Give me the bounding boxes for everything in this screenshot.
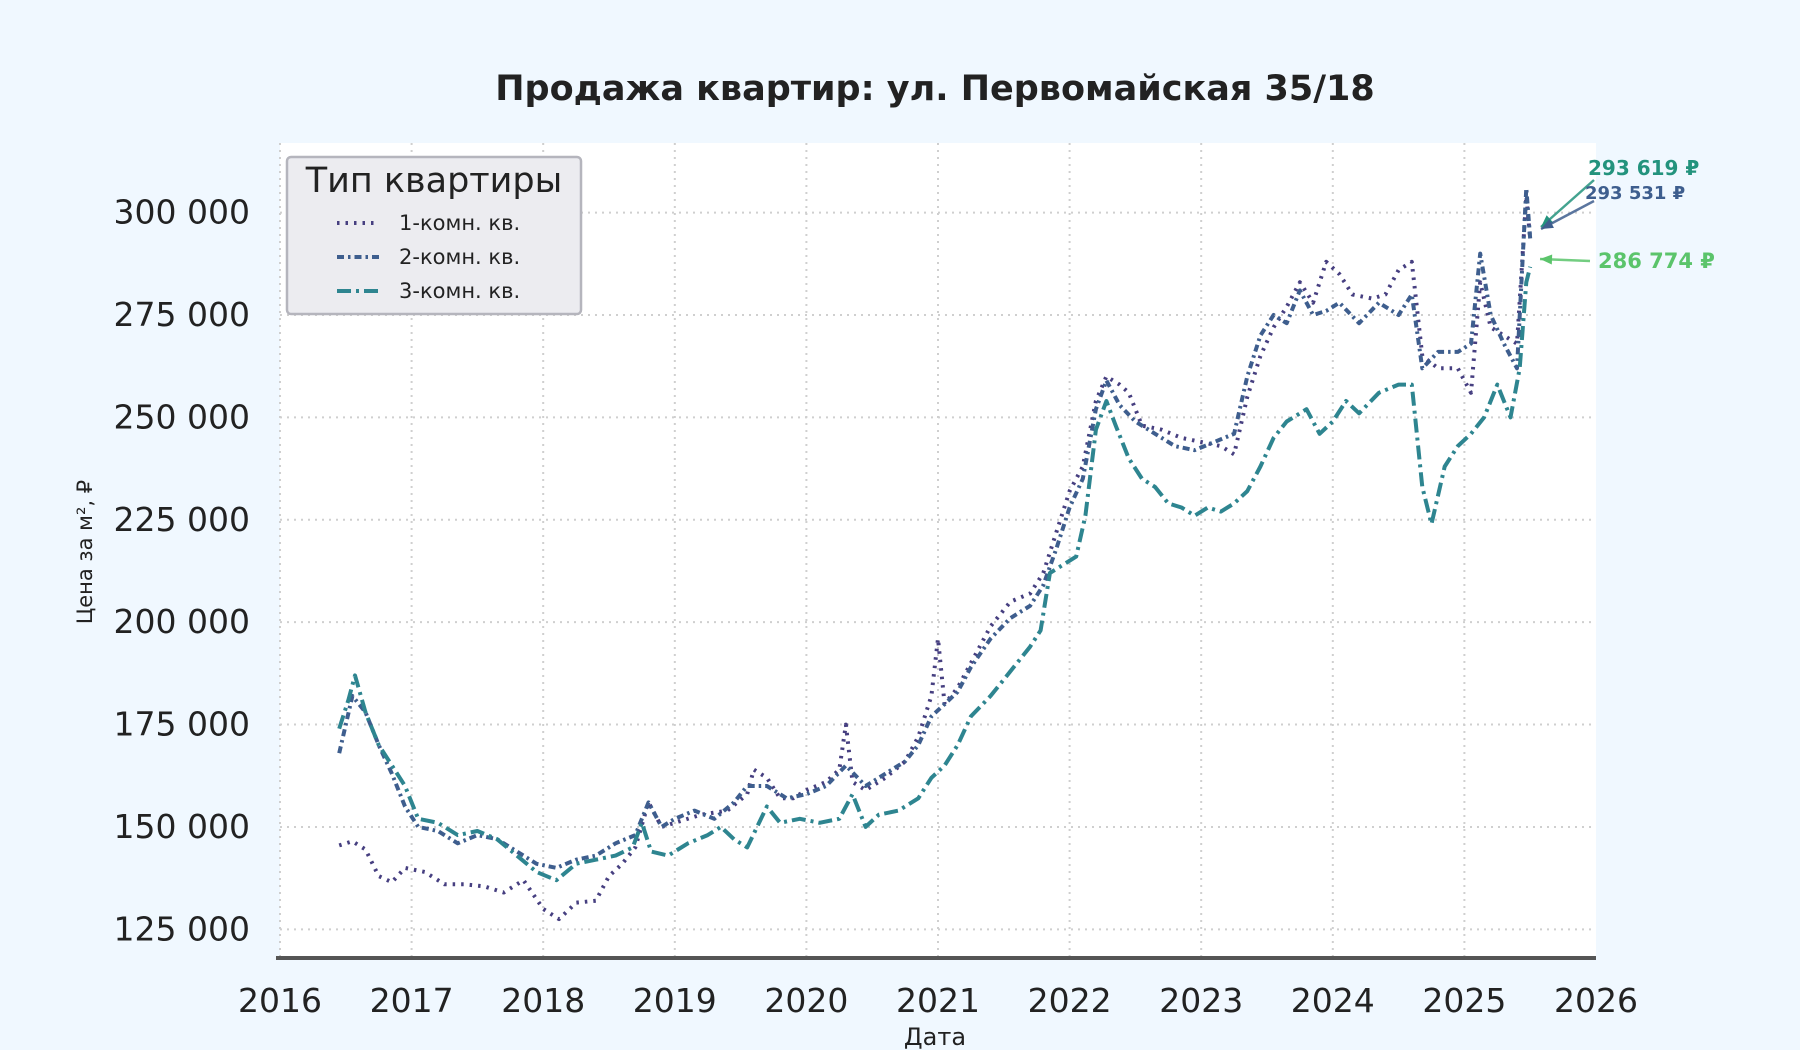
y-tick-label: 250 000 (114, 397, 250, 436)
series-line (337, 186, 1533, 870)
x-tick-label: 2021 (896, 981, 980, 1020)
x-tick-label: 2019 (633, 981, 717, 1020)
chart-title: Продажа квартир: ул. Первомайская 35/18 (495, 69, 1374, 109)
x-tick-label: 2024 (1291, 981, 1375, 1020)
x-tick-label: 2018 (501, 981, 585, 1020)
y-tick-label: 275 000 (114, 295, 250, 334)
x-tick-label: 2017 (370, 981, 454, 1020)
legend-entry: 3-комн. кв. (399, 279, 520, 303)
x-tick-label: 2020 (764, 981, 848, 1020)
x-tick-label: 2026 (1554, 981, 1638, 1020)
y-tick-label: 150 000 (114, 807, 250, 846)
annotation-arrowhead (1540, 254, 1553, 265)
y-tick-label: 125 000 (114, 909, 250, 948)
annotation-arrowhead (1541, 218, 1554, 229)
y-tick-label: 175 000 (114, 705, 250, 744)
legend-box (285, 155, 583, 316)
series-line (337, 266, 1533, 883)
annotation-label: 293 531 ₽ (1585, 183, 1685, 204)
annotation-arrowhead (1541, 215, 1554, 227)
series-line (338, 194, 1533, 922)
y-tick-label: 225 000 (114, 500, 250, 539)
x-tick-label: 2022 (1028, 981, 1112, 1020)
y-axis-label: Цена за м², ₽ (73, 480, 97, 624)
x-tick-label: 2023 (1159, 981, 1243, 1020)
legend-entry: 1-комн. кв. (399, 211, 520, 235)
x-axis-label: Дата (904, 1023, 966, 1050)
x-tick-label: 2016 (238, 981, 322, 1020)
annotation-label: 293 619 ₽ (1588, 156, 1699, 180)
annotation-label: 286 774 ₽ (1598, 249, 1715, 273)
legend-entry: 2-комн. кв. (399, 245, 520, 269)
x-tick-label: 2025 (1422, 981, 1506, 1020)
y-tick-label: 300 000 (114, 193, 250, 232)
y-tick-label: 200 000 (114, 602, 250, 641)
legend-title: Тип квартиры (305, 161, 563, 201)
